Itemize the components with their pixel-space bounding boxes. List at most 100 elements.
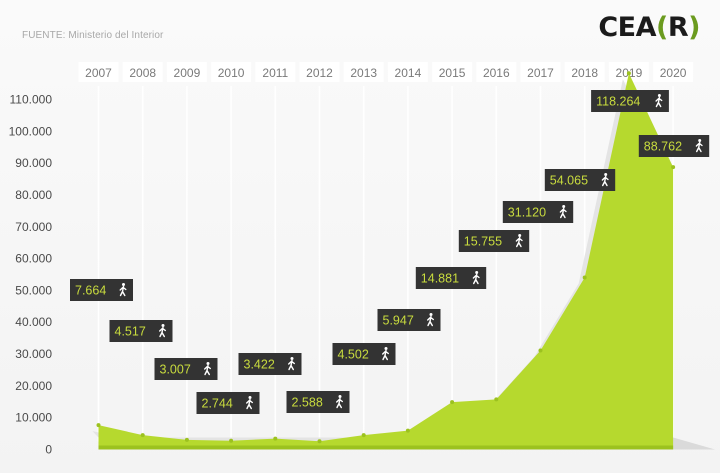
data-point (626, 71, 631, 76)
year-box (476, 62, 517, 82)
data-point (361, 433, 366, 438)
data-label-box (70, 279, 133, 301)
year-box (122, 62, 163, 82)
person-walking-icon (336, 395, 343, 409)
x-tick-label: 2009 (174, 66, 201, 80)
data-point (450, 400, 455, 405)
person-walking-icon (695, 139, 703, 153)
data-label-box (286, 391, 350, 413)
data-point (405, 428, 410, 433)
data-label-box (415, 267, 487, 289)
data-label-box (544, 169, 616, 191)
year-box (387, 62, 428, 82)
y-tick-label: 30.000 (15, 347, 52, 361)
person-walking-icon (246, 396, 253, 410)
y-tick-label: 10.000 (15, 411, 52, 425)
data-point (494, 397, 499, 402)
x-tick-label: 2017 (527, 66, 554, 80)
person-walking-icon (382, 347, 389, 361)
x-tick-label: 2014 (395, 66, 422, 80)
data-label-box (332, 343, 396, 365)
x-tick-label: 2007 (85, 66, 112, 80)
data-point (538, 348, 543, 353)
data-label: 7.664 (75, 284, 106, 298)
y-tick-label: 60.000 (15, 252, 52, 266)
data-label: 88.762 (644, 140, 682, 154)
data-label-box (377, 309, 441, 331)
data-label-box (238, 353, 302, 375)
data-label: 31.120 (508, 206, 546, 220)
source-note: FUENTE: Ministerio del Interior (22, 30, 164, 41)
data-label-box (638, 135, 710, 157)
person-walking-icon (515, 234, 523, 248)
data-label-box (458, 230, 530, 252)
y-tick-label: 90.000 (15, 156, 52, 170)
y-tick-label: 40.000 (15, 315, 52, 329)
y-tick-label: 20.000 (15, 379, 52, 393)
data-label-box (502, 201, 574, 223)
data-point (317, 439, 322, 444)
data-label-box (196, 392, 260, 414)
year-box (653, 62, 694, 82)
logo: CEA(R) (598, 12, 700, 43)
y-tick-label: 0 (45, 443, 52, 457)
person-walking-icon (472, 271, 480, 285)
year-box (343, 62, 384, 82)
year-box (78, 62, 119, 82)
y-tick-label: 110.000 (10, 93, 53, 107)
data-label: 118.264 (596, 95, 640, 109)
x-tick-label: 2016 (483, 66, 510, 80)
y-tick-label: 80.000 (15, 188, 52, 202)
person-walking-icon (427, 313, 434, 327)
data-label-box (109, 320, 173, 342)
y-tick-label: 50.000 (15, 283, 52, 297)
year-box (211, 62, 252, 82)
data-point (96, 423, 101, 428)
data-label: 14.881 (421, 272, 459, 286)
data-label: 5.947 (383, 314, 414, 328)
person-walking-icon (559, 205, 567, 219)
data-point (671, 165, 676, 170)
x-tick-label: 2015 (439, 66, 466, 80)
y-tick-label: 70.000 (15, 220, 52, 234)
series-area (98, 73, 674, 450)
data-label: 4.502 (338, 348, 369, 362)
data-label: 2.744 (202, 397, 233, 411)
person-walking-icon (159, 324, 166, 338)
logo-close-bracket: ) (688, 12, 700, 43)
year-box (255, 62, 296, 82)
data-label-box (591, 90, 669, 112)
year-box (520, 62, 561, 82)
area-base-band (98, 445, 674, 450)
x-tick-label: 2013 (350, 66, 377, 80)
x-tick-label: 2011 (262, 66, 288, 80)
data-point (273, 436, 278, 441)
data-point (140, 433, 145, 438)
year-box (166, 62, 207, 82)
data-label: 4.517 (115, 325, 146, 339)
person-walking-icon (204, 362, 211, 376)
data-label-box (154, 358, 218, 380)
data-label: 3.422 (244, 358, 275, 372)
x-tick-label: 2010 (218, 66, 245, 80)
data-label: 15.755 (464, 235, 502, 249)
logo-open-bracket: ( (656, 12, 668, 43)
year-box (564, 62, 605, 82)
logo-prefix: CEA (598, 12, 657, 43)
person-walking-icon (119, 283, 127, 297)
x-tick-label: 2012 (306, 66, 333, 80)
person-walking-icon (655, 94, 663, 108)
data-point (184, 437, 189, 442)
x-tick-label: 2008 (129, 66, 156, 80)
x-tick-label: 2018 (571, 66, 598, 80)
logo-letter: R (667, 12, 689, 43)
data-label: 2.588 (292, 396, 323, 410)
y-tick-label: 100.000 (9, 124, 53, 138)
person-walking-icon (601, 173, 609, 187)
person-walking-icon (288, 357, 295, 371)
x-tick-label: 2020 (660, 66, 687, 80)
data-point (229, 438, 234, 443)
data-label: 3.007 (160, 363, 191, 377)
